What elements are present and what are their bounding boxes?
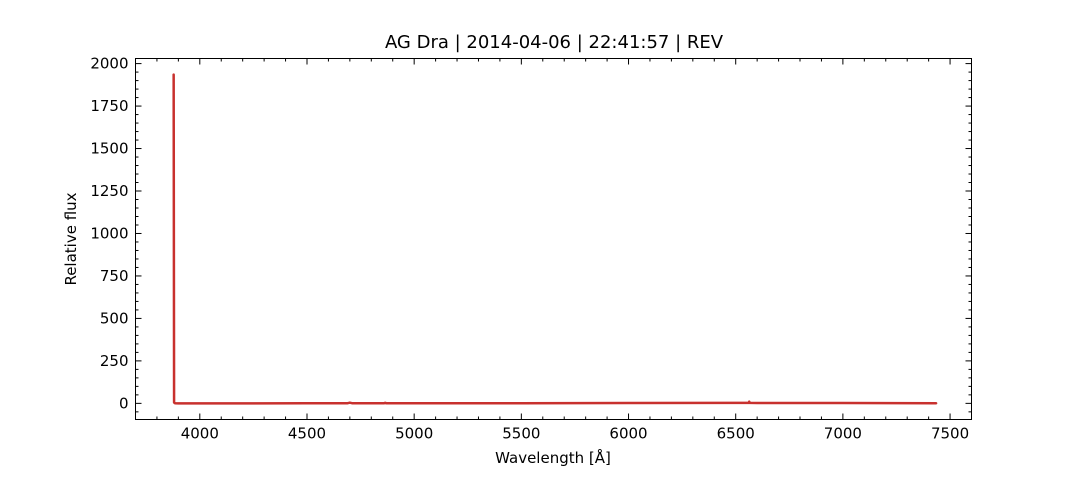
x-tick-label: 7500 [931,425,969,443]
x-tick-label: 6500 [717,425,755,443]
chart-title: AG Dra | 2014-04-06 | 22:41:57 | REV [385,32,724,53]
axes: 4000 4500 5000 5500 6000 6500 7000 7500 0 250 500 7… [90,55,972,443]
y-tick-label: 1500 [90,140,128,158]
y-axis-label: Relative flux [62,192,80,285]
y-tick-label: 1750 [90,97,128,115]
x-tick-label: 6000 [609,425,647,443]
y-tick-label: 1000 [90,224,128,242]
x-tick-label: 4000 [181,425,219,443]
y-tick-label: 750 [100,267,129,285]
y-tick-label: 500 [100,309,129,327]
x-tick-label: 5500 [502,425,540,443]
x-tick-label: 5000 [395,425,433,443]
plot-area [172,73,938,405]
y-tick-label: 0 [119,394,129,412]
series-line-0 [172,73,938,405]
y-tick-label: 2000 [90,55,128,73]
plot-frame [135,58,972,420]
x-tick-label: 7000 [824,425,862,443]
x-axis-label: Wavelength [Å] [495,448,611,467]
y-tick-label: 250 [100,352,129,370]
x-tick-label: 4500 [288,425,326,443]
y-tick-label: 1250 [90,182,128,200]
